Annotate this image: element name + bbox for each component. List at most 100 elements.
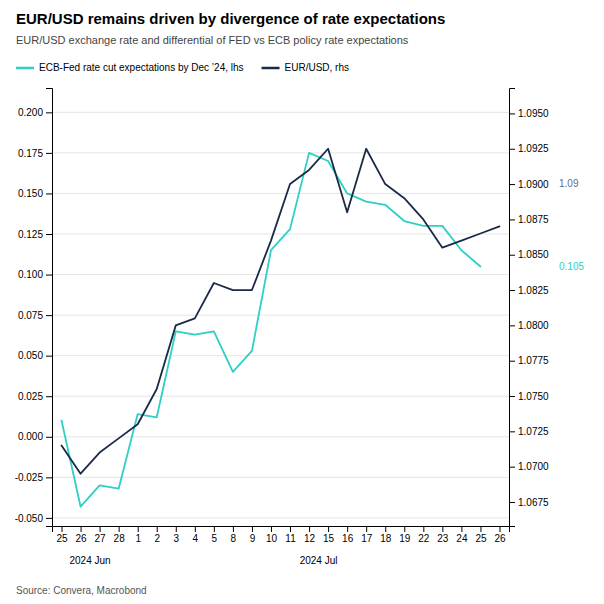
- source: Source: Convera, Macrobond: [16, 585, 147, 596]
- x-tick-label: 24: [456, 533, 468, 544]
- x-tick-label: 8: [231, 533, 237, 544]
- plot: 2526272812345891011121516171819222324252…: [15, 89, 585, 567]
- y2-axis-tick: 1.0775: [509, 355, 549, 366]
- x-tick: 5: [212, 526, 218, 544]
- y-axis-tick-mark: [46, 112, 52, 113]
- x-tick-label: 10: [266, 533, 278, 544]
- y-axis-tick-label: 0.075: [18, 310, 43, 321]
- x-tick: 22: [418, 526, 430, 544]
- x-tick-mark: [233, 526, 234, 532]
- y2-axis-tick-label: 1.0750: [518, 391, 549, 402]
- y2-axis-tick-mark: [509, 290, 515, 291]
- legend-swatch: [16, 67, 34, 70]
- x-tick-label: 23: [437, 533, 449, 544]
- y-axis-tick-mark: [46, 315, 52, 316]
- y-axis-tick-label: 0.100: [18, 269, 43, 280]
- x-tick: 18: [380, 526, 392, 544]
- y2-axis-tick-mark: [509, 219, 515, 220]
- x-tick-label: 12: [304, 533, 316, 544]
- x-tick-mark: [176, 526, 177, 532]
- y2-axis-tick: 1.0700: [509, 461, 549, 472]
- y2-axis-tick-mark: [509, 113, 515, 114]
- x-tick-mark: [404, 526, 405, 532]
- x-tick-mark: [309, 526, 310, 532]
- y-axis-tick-label: 0.150: [18, 188, 43, 199]
- y-axis-tick: 0.050: [18, 350, 52, 361]
- x-tick-label: 3: [173, 533, 179, 544]
- x-tick-mark: [62, 526, 63, 532]
- y-axis-tick: -0.025: [15, 472, 52, 483]
- x-tick-label: 1: [135, 533, 141, 544]
- x-tick: 25: [56, 526, 68, 544]
- x-tick-label: 16: [342, 533, 354, 544]
- x-tick-mark: [366, 526, 367, 532]
- y2-axis: 1.06751.07001.07251.07501.07751.08001.08…: [509, 89, 549, 527]
- grid-line: [52, 355, 509, 356]
- x-tick: 3: [173, 526, 179, 544]
- y-axis-tick-label: 0.050: [18, 350, 43, 361]
- x-tick-label: 18: [380, 533, 392, 544]
- y-axis-tick-mark: [46, 477, 52, 478]
- x-tick-label: 26: [76, 533, 88, 544]
- y2-axis-tick-mark: [509, 184, 515, 185]
- x-tick: 8: [231, 526, 237, 544]
- legend-label: ECB-Fed rate cut expectations by Dec ’24…: [39, 62, 244, 73]
- x-tick-mark: [461, 526, 462, 532]
- x-tick-label: 19: [399, 533, 411, 544]
- y-axis-tick-label: 0.000: [18, 431, 43, 442]
- x-tick-mark: [290, 526, 291, 532]
- y-axis-tick: 0.125: [18, 229, 52, 240]
- y-axis-line: [46, 89, 53, 527]
- y-axis-tick-mark: [46, 234, 52, 235]
- legend: ECB-Fed rate cut expectations by Dec ’24…: [16, 62, 349, 73]
- y2-axis-tick-mark: [509, 325, 515, 326]
- x-tick: 11: [285, 526, 296, 544]
- y2-axis-line: [510, 89, 516, 527]
- y2-axis-tick-label: 1.0875: [518, 214, 549, 225]
- x-tick-label: 4: [193, 533, 199, 544]
- x-tick-label: 22: [418, 533, 430, 544]
- y-axis-tick-mark: [46, 396, 52, 397]
- y-axis-tick-label: 0.200: [18, 107, 43, 118]
- x-tick-mark: [214, 526, 215, 532]
- x-tick-label: 9: [250, 533, 256, 544]
- x-tick-mark: [138, 526, 139, 532]
- x-tick-mark: [252, 526, 253, 532]
- x-tick-mark: [271, 526, 272, 532]
- legend-item: EUR/USD, rhs: [262, 62, 349, 73]
- x-tick-label: 25: [475, 533, 487, 544]
- x-tick-label: 11: [285, 533, 296, 544]
- series-line: [62, 153, 481, 507]
- y-axis-tick-label: 0.025: [18, 391, 43, 402]
- x-tick: 27: [95, 526, 107, 544]
- grid-line: [52, 152, 509, 153]
- grid-line: [52, 112, 509, 113]
- y-axis-tick-mark: [46, 193, 52, 194]
- y2-axis-tick: 1.0825: [509, 285, 549, 296]
- y2-axis-tick-label: 1.0925: [518, 143, 549, 154]
- annotation: 1.09: [559, 178, 579, 189]
- x-tick: 9: [250, 526, 256, 544]
- grid-line: [52, 234, 509, 235]
- x-tick: 26: [494, 526, 506, 544]
- y2-axis-tick: 1.0925: [509, 143, 549, 154]
- x-tick-label: 2: [154, 533, 160, 544]
- x-tick: 23: [437, 526, 449, 544]
- x-tick-label: 28: [114, 533, 126, 544]
- y-axis: -0.050 -0.025 0.000 0.025 0.050 0.075 0.100 0.1…: [15, 89, 53, 527]
- x-tick-mark: [119, 526, 120, 532]
- y2-axis-tick: 1.0900: [509, 179, 549, 190]
- x-axis-line: [53, 527, 510, 533]
- x-tick: 17: [361, 526, 373, 544]
- y-axis-tick-label: -0.025: [15, 472, 44, 483]
- y2-axis-tick-label: 1.0950: [518, 108, 549, 119]
- annotations: 2024 Jun2024 Jul1.090.105: [70, 178, 585, 566]
- y2-axis-tick: 1.0875: [509, 214, 549, 225]
- y-axis-tick: 0.150: [18, 188, 52, 199]
- x-tick: 19: [399, 526, 411, 544]
- grid: [52, 112, 509, 518]
- y-axis-tick-mark: [46, 356, 52, 357]
- y-axis-tick-label: -0.050: [15, 513, 44, 524]
- x-tick: 24: [456, 526, 468, 544]
- x-axis: 2526272812345891011121516171819222324252…: [53, 526, 510, 544]
